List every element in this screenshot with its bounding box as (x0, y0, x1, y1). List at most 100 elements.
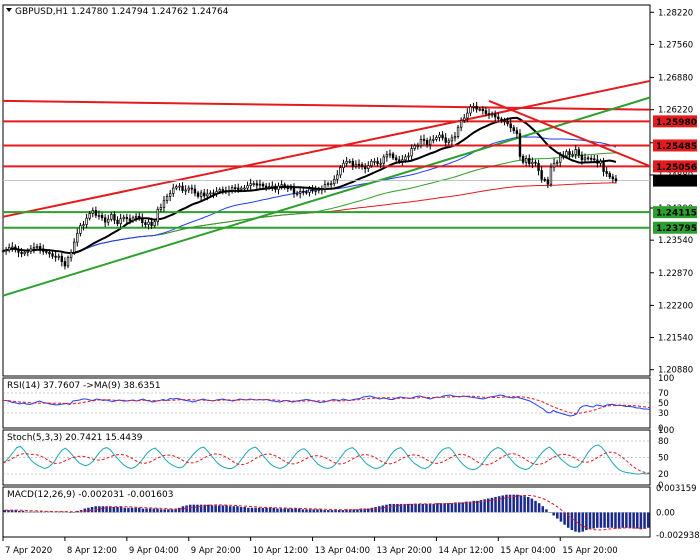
macd-bar (127, 507, 130, 513)
symbol-info: GBPUSD,H1 1.24780 1.24794 1.24762 1.2476… (15, 7, 229, 17)
macd-bar (148, 508, 152, 513)
macd-bar (39, 511, 43, 513)
macd-bar (534, 500, 537, 513)
macd-bar (341, 510, 345, 513)
macd-bar (61, 511, 65, 513)
macd-bar (585, 512, 588, 531)
candle-body (224, 190, 228, 192)
candle-body (85, 217, 88, 225)
candle-body (131, 217, 135, 222)
level-tag (653, 115, 697, 128)
indicator-tick-label: 0 (658, 424, 663, 434)
candle-body (463, 117, 466, 121)
candle-body (351, 160, 355, 167)
macd-bar (490, 497, 494, 513)
indicator-tick-label: 70 (658, 389, 669, 399)
candle-body (546, 179, 550, 185)
candle-body (17, 249, 20, 253)
price-tick-label: 1.28220 (658, 8, 693, 18)
macd-bar (606, 512, 610, 528)
candle-body (7, 247, 11, 251)
macd-bar (516, 494, 519, 513)
macd-bar (512, 494, 515, 513)
candle-body (571, 154, 574, 156)
candle-body (193, 188, 197, 194)
candle-body (178, 185, 181, 188)
macd-bar (319, 509, 323, 513)
macd-bar (239, 507, 243, 513)
macd-bar (152, 508, 156, 513)
candle-body (512, 127, 515, 131)
candle-body (593, 158, 596, 161)
macd-bar (196, 504, 199, 513)
macd-bar (116, 507, 119, 513)
macd-bar (519, 495, 523, 513)
candle-body (466, 112, 469, 119)
time-tick-label: 14 Apr 12:00 (438, 546, 493, 556)
time-tick-label: 9 Apr 04:00 (129, 546, 179, 556)
candle-body (116, 219, 119, 224)
candle-body (391, 153, 395, 159)
candle-body (583, 157, 587, 161)
macd-bar (119, 507, 123, 513)
candle-body (363, 166, 367, 169)
macd-bar (68, 512, 72, 513)
candle-body (60, 255, 64, 262)
stochastic-signal-line (2, 451, 651, 474)
candle-body (379, 162, 382, 165)
candle-body (42, 248, 45, 252)
candle-body (302, 191, 305, 193)
macd-bar (283, 508, 286, 513)
candle-body (103, 217, 107, 223)
candle-body (128, 218, 132, 222)
macd-bar (410, 503, 414, 513)
macd-bar (356, 509, 359, 513)
candle-body (562, 155, 565, 157)
candle-body (515, 130, 519, 134)
macd-bar (432, 503, 435, 513)
candle-body (54, 255, 57, 258)
candle-body (199, 192, 203, 197)
candle-body (91, 210, 94, 214)
macd-bar (159, 509, 163, 513)
macd-tick-label: 0.00 (656, 508, 675, 518)
candle-body (57, 255, 60, 258)
macd-bar (170, 509, 174, 513)
candle-body (4, 249, 8, 252)
rsi-signal-line (3, 395, 651, 415)
macd-bar (381, 505, 385, 513)
candle-body (348, 160, 351, 163)
macd-bar (330, 510, 334, 513)
macd-bar (7, 510, 10, 513)
candle-body (66, 257, 70, 267)
candle-body (580, 154, 584, 161)
indicator-tick-label: 30 (658, 409, 669, 419)
candle-body (537, 162, 540, 171)
candle-body (614, 178, 618, 182)
candle-body (221, 189, 224, 191)
macd-bar (50, 511, 54, 513)
candle-body (608, 173, 611, 178)
macd-bar (370, 507, 374, 513)
macd-bar (207, 504, 210, 513)
macd-bar (316, 509, 319, 513)
candle-body (252, 183, 255, 186)
candle-body (94, 210, 98, 216)
macd-bar (443, 503, 446, 513)
candle-body (246, 185, 249, 189)
macd-bar (359, 508, 363, 513)
candle-body (394, 157, 398, 161)
macd-bar (486, 498, 490, 513)
macd-bar (628, 512, 632, 528)
candle-body (413, 145, 416, 149)
macd-bar (254, 507, 257, 513)
candle-body (295, 193, 299, 195)
candle-body (88, 213, 91, 219)
candle-body (32, 247, 36, 250)
candle-body (342, 162, 345, 168)
macd-bar (25, 511, 28, 513)
indicator-tick-label: 0 (658, 481, 663, 491)
candle-body (456, 126, 460, 137)
